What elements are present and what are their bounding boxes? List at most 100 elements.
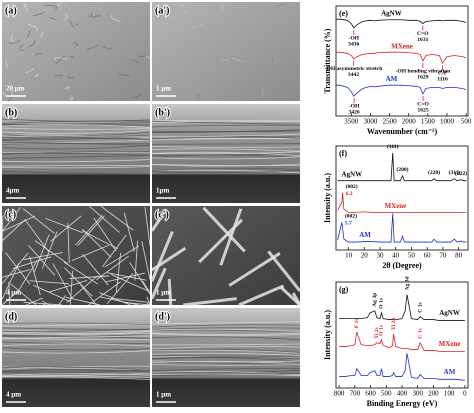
layer [151, 169, 301, 174]
texture [40, 32, 44, 38]
layer [1, 343, 151, 347]
texture [131, 59, 140, 63]
layer [151, 373, 301, 377]
annotation-label: -OH [348, 35, 359, 41]
peak-label: C 1s [417, 327, 423, 338]
panel-label: (g) [339, 285, 349, 294]
scale-bar-label: 1 μm [156, 391, 171, 399]
annotation-label: (002) [345, 213, 357, 220]
texture [198, 23, 204, 27]
fiber [198, 218, 243, 264]
x-tick-label: 80 [455, 252, 463, 260]
texture [10, 34, 15, 43]
layer [151, 163, 301, 167]
fiber [22, 208, 55, 234]
sem-panel: (b) 4μm [1, 104, 151, 203]
series-line [337, 192, 467, 213]
texture [57, 0, 67, 7]
layer [151, 143, 301, 145]
annotation-value: 3442 [348, 72, 359, 78]
layer [1, 337, 151, 341]
annotation-value: 1116 [437, 76, 448, 82]
texture [261, 87, 264, 95]
fiber [1, 215, 36, 232]
fiber [110, 297, 151, 303]
texture [24, 67, 35, 73]
fiber [29, 280, 70, 285]
annotation-label: C-F [438, 70, 448, 76]
fiber [1, 215, 4, 252]
texture [67, 74, 75, 79]
fiber [69, 275, 110, 279]
texture [88, 12, 92, 18]
texture [69, 20, 74, 28]
texture [190, 25, 199, 28]
texture [34, 73, 40, 78]
layer [151, 360, 301, 363]
series-line [337, 152, 467, 182]
layer [151, 333, 301, 337]
layer [1, 164, 151, 167]
peak-label: (200) [396, 166, 408, 173]
peak-label: O 1s [379, 324, 385, 336]
x-tick-label: 500 [381, 390, 392, 398]
annotation-label: -OH bending vibration [396, 68, 452, 74]
peak-label: (311) [449, 169, 461, 176]
sem-panel: (b') 1μm [151, 104, 301, 203]
annotation-label: (002) [346, 183, 358, 190]
scale-bar-label: 20 μm [6, 85, 25, 93]
panel-label: (f) [339, 149, 347, 158]
x-tick-label: 800 [334, 390, 345, 398]
texture [70, 55, 75, 58]
layer [1, 137, 151, 141]
layer [1, 159, 151, 163]
layer [1, 129, 151, 134]
texture [64, 13, 68, 20]
fiber [150, 267, 167, 300]
layer [1, 365, 151, 370]
layer [151, 163, 301, 167]
series-line [339, 331, 465, 352]
fiber [81, 230, 119, 250]
sem-panel: (c) 4 μm [1, 205, 151, 306]
panel-label: (e) [339, 9, 348, 18]
texture [64, 86, 70, 90]
annotation-label: C=O [417, 31, 429, 37]
fiber [34, 240, 68, 265]
fiber [110, 274, 148, 292]
fiber [82, 228, 112, 258]
panel-label: (a) [5, 5, 17, 16]
layer [1, 376, 151, 380]
layer [151, 151, 301, 157]
fiber [33, 284, 71, 302]
fiber [58, 294, 67, 306]
x-tick-label: 0 [463, 390, 467, 398]
x-tick-label: 20 [361, 252, 369, 260]
layer [151, 119, 301, 124]
layer [151, 129, 301, 133]
fiber [89, 206, 120, 233]
layer [151, 352, 301, 356]
series-line [339, 353, 465, 381]
panel-label: (d) [5, 311, 17, 322]
x-tick-label: 1000 [440, 118, 455, 126]
texture [11, 89, 15, 96]
layer [1, 134, 151, 139]
layer [151, 348, 301, 353]
texture [232, 57, 243, 62]
layer [1, 150, 151, 155]
scale-bar-label: 4μm [6, 187, 19, 195]
fiber [141, 241, 151, 280]
layer [1, 335, 151, 339]
texture [33, 11, 45, 16]
layer [1, 127, 151, 130]
x-tick-label: 2000 [402, 118, 417, 126]
sem-panel: (a') 1 μm [152, 1, 300, 101]
fiber [67, 223, 70, 264]
fiber [101, 234, 127, 268]
peak-label: Ti 2p [391, 318, 397, 331]
fiber [77, 215, 105, 246]
x-tick-label: 700 [350, 390, 361, 398]
layer [1, 131, 151, 137]
fiber [107, 272, 147, 281]
